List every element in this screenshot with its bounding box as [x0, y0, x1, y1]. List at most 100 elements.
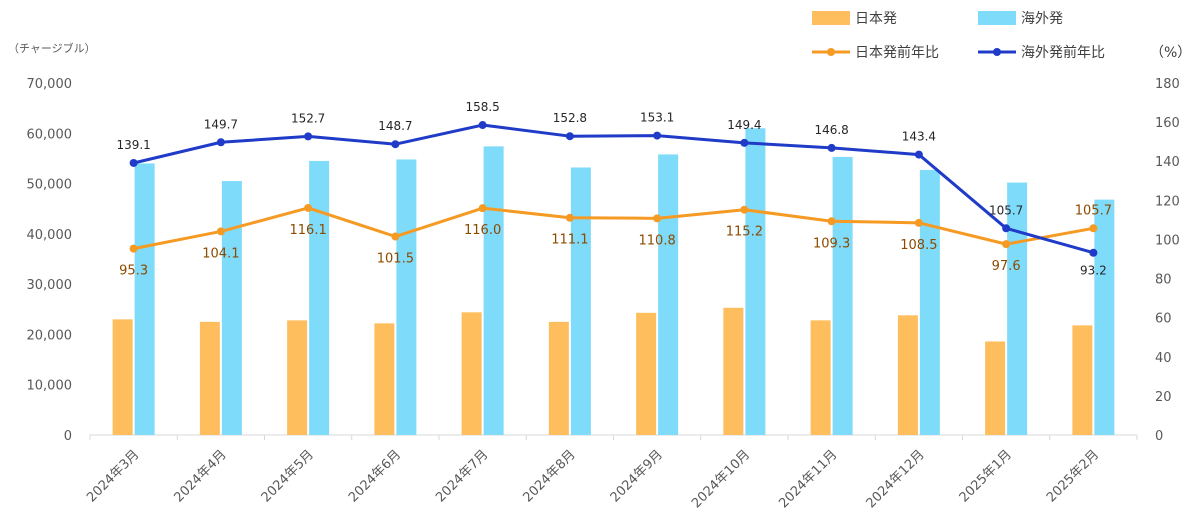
bar-japan	[287, 320, 308, 435]
point-overseas-yoy	[914, 150, 923, 159]
point-japan-yoy	[827, 217, 836, 226]
point-japan-yoy	[1002, 240, 1011, 249]
overseas-yoy-label: 149.4	[727, 118, 761, 132]
bar-japan	[636, 312, 657, 435]
japan-yoy-label: 97.6	[992, 259, 1021, 274]
right-tick-label: 20	[1155, 390, 1172, 405]
point-overseas-yoy	[304, 132, 313, 141]
point-japan-yoy	[565, 213, 574, 222]
legend-label: 日本発前年比	[855, 44, 939, 61]
overseas-yoy-label: 93.2	[1080, 264, 1107, 278]
japan-yoy-label: 105.7	[1075, 203, 1112, 218]
legend-label: 海外発前年比	[1021, 44, 1105, 61]
left-tick-label: 40,000	[27, 228, 73, 243]
category-label: 2024年3月	[84, 447, 142, 505]
japan-yoy-label: 101.5	[377, 252, 414, 267]
point-japan-yoy	[129, 244, 138, 253]
legend-label: 海外発	[1021, 11, 1063, 27]
point-japan-yoy	[304, 203, 313, 212]
japan-yoy-label: 111.1	[551, 233, 588, 248]
category-label: 2024年10月	[689, 447, 753, 511]
point-overseas-yoy	[653, 131, 662, 140]
bar-japan	[810, 320, 831, 435]
bar-overseas	[1007, 182, 1028, 435]
category-label: 2024年4月	[171, 447, 229, 505]
category-label: 2024年12月	[864, 447, 928, 511]
left-tick-label: 30,000	[27, 278, 73, 293]
japan-yoy-label: 95.3	[119, 264, 148, 279]
right-tick-label: 80	[1155, 273, 1172, 288]
right-tick-label: 120	[1155, 194, 1180, 209]
bar-overseas	[745, 128, 766, 435]
bar-japan	[374, 323, 395, 435]
category-label: 2024年5月	[259, 447, 317, 505]
line-japan-yoy	[133, 206, 1094, 251]
point-japan-yoy	[1089, 224, 1098, 233]
overseas-yoy-label: 149.7	[204, 117, 238, 131]
bar-overseas	[309, 160, 330, 435]
point-overseas-yoy	[740, 138, 749, 147]
point-overseas-yoy	[1089, 248, 1098, 257]
japan-yoy-label: 116.0	[464, 223, 501, 238]
bar-overseas	[1094, 199, 1115, 435]
legend-swatch	[812, 11, 850, 25]
japan-yoy-label: 104.1	[202, 246, 239, 261]
point-overseas-yoy	[216, 138, 225, 147]
point-overseas-yoy	[827, 143, 836, 152]
point-overseas-yoy	[391, 140, 400, 149]
japan-yoy-label: 115.2	[726, 225, 763, 240]
bar-japan	[199, 321, 220, 435]
bar-japan	[897, 315, 918, 435]
right-tick-label: 40	[1155, 351, 1172, 366]
point-overseas-yoy	[565, 132, 574, 141]
left-tick-label: 10,000	[27, 379, 73, 394]
bar-japan	[1072, 325, 1093, 435]
bar-japan	[461, 312, 482, 435]
bar-overseas	[658, 154, 679, 436]
left-tick-label: 70,000	[27, 77, 73, 92]
left-tick-label: 50,000	[27, 178, 73, 193]
line-overseas-yoy	[133, 123, 1094, 255]
point-japan-yoy	[653, 214, 662, 223]
point-japan-yoy	[216, 227, 225, 236]
category-label: 2024年9月	[608, 447, 666, 505]
legend-marker	[993, 48, 1001, 56]
left-tick-label: 0	[64, 429, 72, 444]
bar-overseas	[919, 169, 940, 435]
bar-overseas	[832, 156, 853, 436]
right-axis-unit: （%）	[1150, 45, 1191, 61]
overseas-yoy-label: 139.1	[116, 138, 150, 152]
right-tick-label: 60	[1155, 312, 1172, 327]
legend-label: 日本発	[855, 11, 897, 27]
right-tick-label: 140	[1155, 155, 1180, 170]
bar-japan	[985, 341, 1006, 435]
point-japan-yoy	[478, 204, 487, 213]
overseas-yoy-label: 152.8	[553, 111, 587, 125]
point-overseas-yoy	[129, 158, 138, 167]
point-japan-yoy	[914, 218, 923, 227]
overseas-yoy-label: 143.4	[902, 130, 936, 144]
overseas-yoy-label: 153.1	[640, 111, 674, 125]
category-label: 2024年8月	[520, 447, 578, 505]
right-tick-label: 180	[1155, 77, 1180, 92]
point-overseas-yoy	[478, 121, 487, 130]
left-axis-unit: （チャージブル）	[8, 41, 96, 55]
legend-marker	[827, 48, 835, 56]
bar-overseas	[396, 159, 417, 436]
bar-japan	[723, 307, 744, 435]
overseas-yoy-label: 152.7	[291, 111, 325, 125]
right-tick-label: 160	[1155, 116, 1180, 131]
japan-yoy-label: 108.5	[900, 238, 937, 253]
overseas-yoy-label: 105.7	[989, 203, 1023, 217]
left-tick-label: 20,000	[27, 328, 73, 343]
japan-yoy-label: 109.3	[813, 236, 850, 251]
bar-overseas	[221, 181, 242, 435]
japan-yoy-label: 110.8	[639, 233, 676, 248]
left-tick-label: 60,000	[27, 127, 73, 142]
point-japan-yoy	[740, 205, 749, 214]
right-tick-label: 0	[1155, 429, 1163, 444]
point-overseas-yoy	[1002, 224, 1011, 233]
overseas-yoy-label: 148.7	[378, 119, 412, 133]
